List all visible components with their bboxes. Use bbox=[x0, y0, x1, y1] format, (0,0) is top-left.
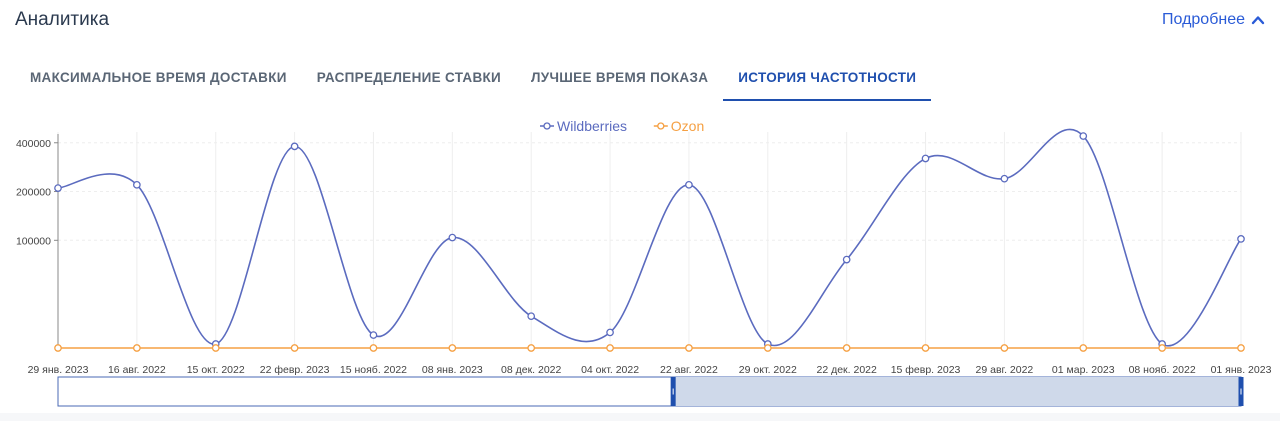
data-point-ozon[interactable] bbox=[685, 344, 693, 352]
more-link-label: Подробнее bbox=[1162, 11, 1245, 28]
data-point-ozon[interactable] bbox=[369, 344, 378, 352]
legend-label-wildberries[interactable]: Wildberries bbox=[557, 118, 627, 134]
data-point-ozon[interactable] bbox=[1237, 344, 1245, 352]
x-tick-label: 15 нояб. 2022 bbox=[340, 364, 407, 376]
x-tick-label: 08 дек. 2022 bbox=[501, 364, 562, 376]
data-point-wildberries[interactable] bbox=[606, 328, 614, 337]
data-point-ozon[interactable] bbox=[290, 344, 299, 352]
data-point-ozon[interactable] bbox=[1000, 344, 1009, 352]
x-tick-label: 04 окт. 2022 bbox=[581, 364, 639, 376]
x-tick-label: 15 февр. 2023 bbox=[891, 364, 961, 376]
series-line-wildberries bbox=[57, 128, 1242, 347]
data-point-ozon[interactable] bbox=[133, 344, 141, 352]
data-point-ozon[interactable] bbox=[448, 344, 457, 352]
chevron-up-icon bbox=[1251, 16, 1265, 25]
x-tick-label: 01 янв. 2023 bbox=[1211, 364, 1272, 376]
x-tick-label: 29 янв. 2023 bbox=[28, 364, 89, 376]
tab-max-delivery-time[interactable]: МАКСИМАЛЬНОЕ ВРЕМЯ ДОСТАВКИ bbox=[30, 69, 287, 85]
frequency-history-chart: 400000 200000 100000 29 янв. 2023 16 авг. 20… bbox=[16, 118, 1272, 407]
data-point-wildberries[interactable] bbox=[133, 180, 141, 189]
x-tick-label: 01 мар. 2023 bbox=[1052, 364, 1115, 376]
data-point-wildberries[interactable] bbox=[527, 312, 536, 321]
y-tick-label: 200000 bbox=[16, 187, 51, 199]
page-title: Аналитика bbox=[15, 9, 110, 30]
data-point-ozon[interactable] bbox=[842, 344, 851, 352]
x-tick-label: 15 окт. 2022 bbox=[187, 364, 245, 376]
x-tick-label: 22 февр. 2023 bbox=[260, 364, 330, 376]
data-point-wildberries[interactable] bbox=[1079, 132, 1088, 140]
x-tick-label: 29 окт. 2022 bbox=[739, 364, 797, 376]
x-tick-label: 16 авг. 2022 bbox=[108, 364, 166, 376]
data-point-ozon[interactable] bbox=[1158, 344, 1166, 352]
data-point-ozon[interactable] bbox=[763, 344, 772, 352]
data-point-wildberries[interactable] bbox=[1000, 174, 1009, 183]
x-tick-label: 22 дек. 2022 bbox=[816, 364, 877, 376]
data-point-wildberries[interactable] bbox=[842, 255, 851, 264]
x-tick-label: 08 янв. 2023 bbox=[422, 364, 483, 376]
legend-marker-wildberries bbox=[543, 122, 551, 130]
legend-marker-ozon bbox=[657, 122, 665, 130]
data-point-wildberries[interactable] bbox=[290, 142, 299, 151]
data-point-ozon[interactable] bbox=[527, 344, 536, 352]
data-point-ozon[interactable] bbox=[921, 344, 930, 352]
data-point-wildberries[interactable] bbox=[54, 184, 62, 192]
range-navigator-selection[interactable] bbox=[673, 377, 1241, 406]
data-point-wildberries[interactable] bbox=[921, 154, 930, 163]
x-tick-label: 29 авг. 2022 bbox=[976, 364, 1034, 376]
data-point-wildberries[interactable] bbox=[685, 180, 693, 189]
data-point-ozon[interactable] bbox=[1079, 344, 1088, 352]
data-point-ozon[interactable] bbox=[606, 344, 614, 352]
tab-bid-distribution[interactable]: РАСПРЕДЕЛЕНИЕ СТАВКИ bbox=[316, 69, 502, 85]
y-tick-label: 100000 bbox=[16, 235, 51, 247]
data-point-ozon[interactable] bbox=[211, 344, 220, 352]
data-point-wildberries[interactable] bbox=[1237, 235, 1245, 243]
more-link[interactable]: Подробнее bbox=[1162, 11, 1265, 29]
tab-best-show-time[interactable]: ЛУЧШЕЕ ВРЕМЯ ПОКАЗА bbox=[531, 69, 709, 85]
tab-frequency-history[interactable]: ИСТОРИЯ ЧАСТОТНОСТИ bbox=[723, 55, 932, 101]
data-point-wildberries[interactable] bbox=[369, 331, 378, 339]
data-point-wildberries[interactable] bbox=[448, 233, 457, 242]
y-tick-label: 400000 bbox=[16, 138, 51, 150]
x-tick-label: 08 нояб. 2022 bbox=[1129, 364, 1196, 376]
tab-bar: МАКСИМАЛЬНОЕ ВРЕМЯ ДОСТАВКИ РАСПРЕДЕЛЕНИ… bbox=[15, 55, 932, 101]
legend-label-ozon[interactable]: Ozon bbox=[671, 118, 704, 134]
x-tick-label: 22 авг. 2022 bbox=[660, 364, 718, 376]
data-point-ozon[interactable] bbox=[54, 344, 62, 352]
footer-divider bbox=[0, 413, 1280, 421]
